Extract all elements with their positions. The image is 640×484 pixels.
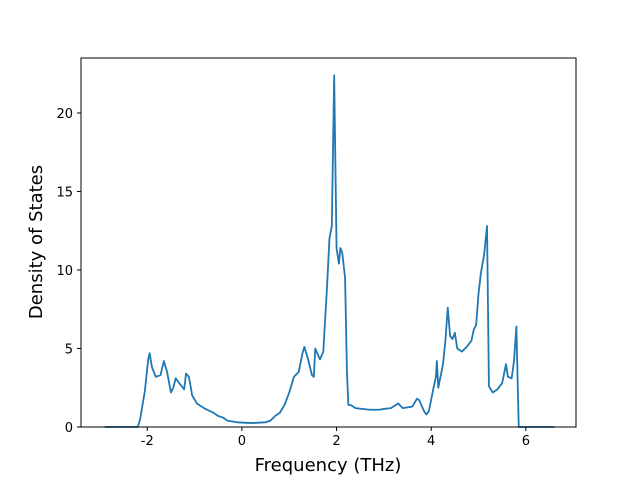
y-tick-label: 0 [65,421,73,436]
x-tick-label: 0 [238,434,246,449]
plot-frame [80,57,577,428]
y-axis-label: Density of States [26,165,47,319]
x-tick-label: -2 [141,434,154,449]
x-tick-label: 2 [332,434,340,449]
x-tick-label: 4 [427,434,435,449]
x-axis-label: Frequency (THz) [255,455,402,476]
data-line [104,74,555,428]
y-tick-label: 5 [65,342,73,357]
y-tick-label: 10 [56,264,73,279]
x-tick-label: 6 [522,434,530,449]
y-tick-label: 20 [56,107,73,122]
y-tick-label: 15 [56,185,73,200]
